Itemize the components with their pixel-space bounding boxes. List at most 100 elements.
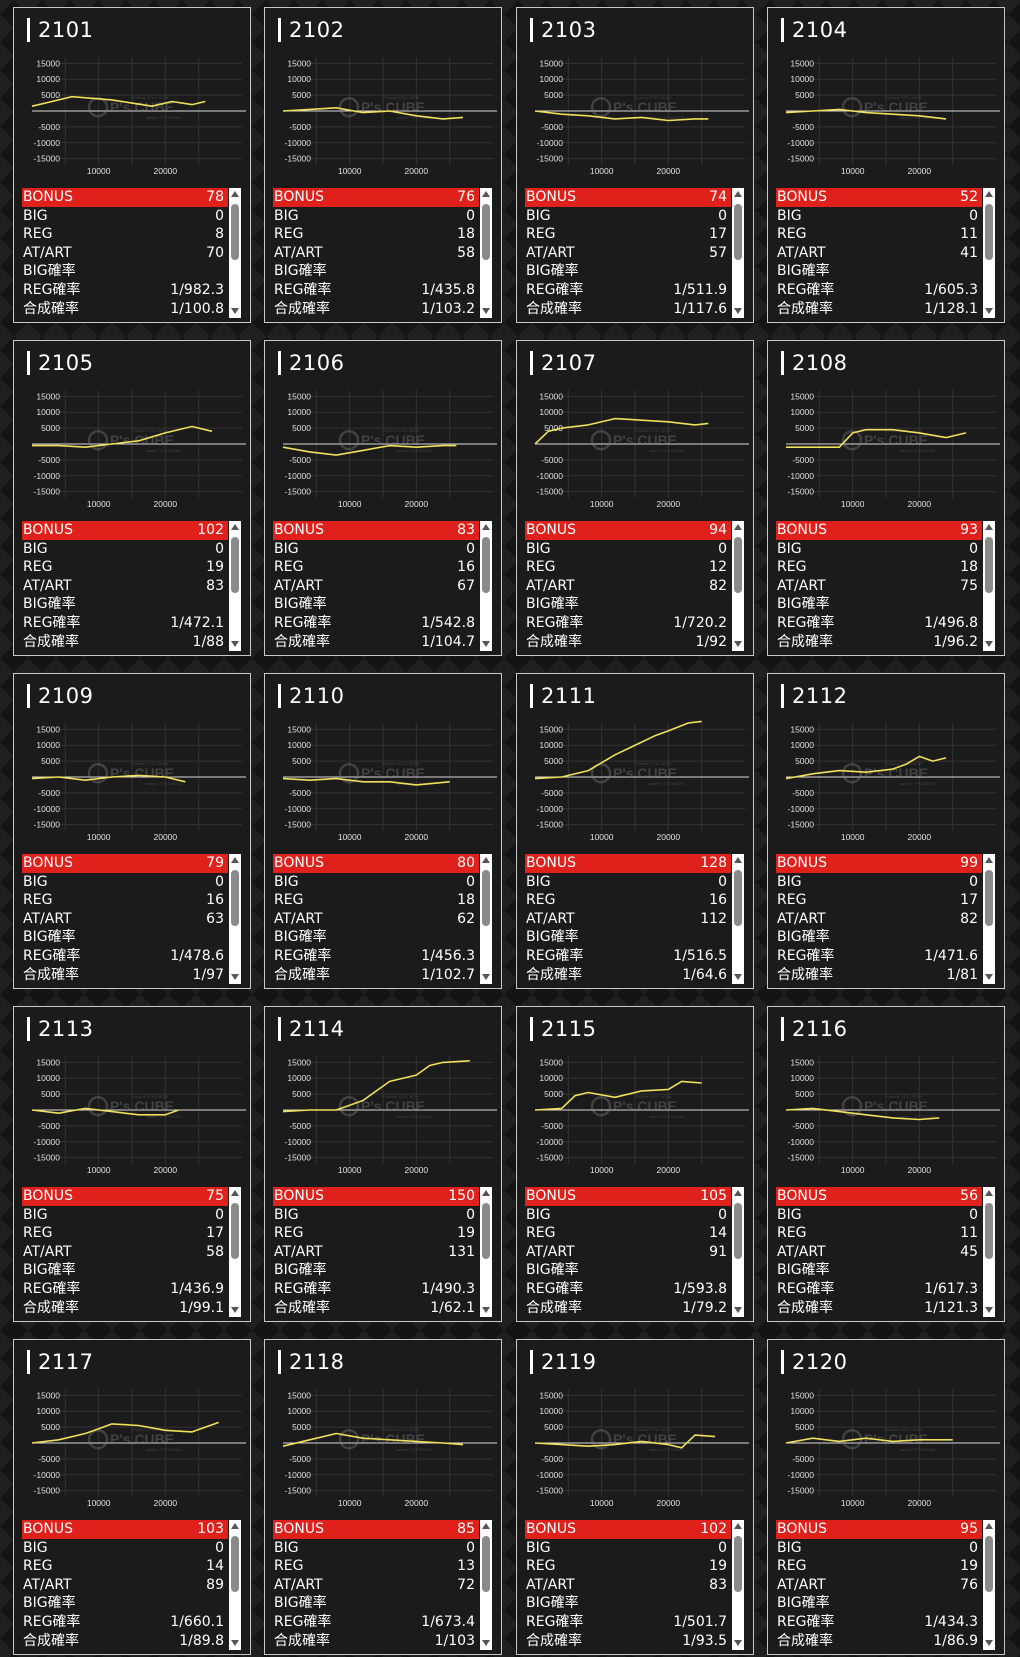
scroll-up-arrow-icon[interactable] [985,1523,993,1529]
scroll-up-arrow-icon[interactable] [231,1190,239,1196]
scroll-down-arrow-icon[interactable] [482,974,490,980]
stats-scrollbar[interactable] [732,1520,744,1650]
scroll-down-arrow-icon[interactable] [734,308,742,314]
scroll-down-arrow-icon[interactable] [231,1307,239,1313]
scroll-up-arrow-icon[interactable] [482,857,490,863]
scroll-up-arrow-icon[interactable] [231,524,239,530]
machine-card-2102[interactable]: 2102 P's CUBE Fortune STILL NOW salesトラベルN… [264,7,502,323]
stats-scrollbar[interactable] [983,521,995,651]
scroll-up-arrow-icon[interactable] [734,524,742,530]
machine-card-2106[interactable]: 2106 P's CUBE Fortune STILL NOW salesトラベルN… [264,340,502,656]
machine-card-2120[interactable]: 2120 P's CUBE Fortune STILL NOW salesトラベルN… [767,1339,1005,1655]
scroll-up-arrow-icon[interactable] [231,1523,239,1529]
machine-card-2101[interactable]: 2101 P's CUBE Fortune STILL NOW salesトラベルN… [13,7,251,323]
scroll-up-arrow-icon[interactable] [231,857,239,863]
stats-scrollbar[interactable] [983,1520,995,1650]
stats-scrollbar[interactable] [229,521,241,651]
stats-scrollbar[interactable] [732,854,744,984]
machine-card-2108[interactable]: 2108 P's CUBE Fortune STILL NOW salesトラベルN… [767,340,1005,656]
scroll-down-arrow-icon[interactable] [734,1307,742,1313]
machine-card-2104[interactable]: 2104 P's CUBE Fortune STILL NOW salesトラベルN… [767,7,1005,323]
stats-scrollbar[interactable] [480,521,492,651]
scroll-thumb[interactable] [734,204,742,260]
scroll-up-arrow-icon[interactable] [985,524,993,530]
scroll-thumb[interactable] [231,1203,239,1259]
scroll-down-arrow-icon[interactable] [734,641,742,647]
scroll-up-arrow-icon[interactable] [482,1523,490,1529]
scroll-down-arrow-icon[interactable] [231,641,239,647]
stats-scrollbar[interactable] [480,1187,492,1317]
scroll-up-arrow-icon[interactable] [482,524,490,530]
machine-card-2111[interactable]: 2111 P's CUBE Fortune STILL NOW salesトラベルN… [516,673,754,989]
machine-card-2103[interactable]: 2103 P's CUBE Fortune STILL NOW salesトラベルN… [516,7,754,323]
scroll-down-arrow-icon[interactable] [231,974,239,980]
scroll-thumb[interactable] [985,537,993,593]
machine-card-2107[interactable]: 2107 P's CUBE Fortune STILL NOW salesトラベルN… [516,340,754,656]
scroll-down-arrow-icon[interactable] [985,1307,993,1313]
stats-scrollbar[interactable] [732,188,744,318]
scroll-thumb[interactable] [985,870,993,926]
scroll-thumb[interactable] [985,1203,993,1259]
scroll-up-arrow-icon[interactable] [734,191,742,197]
scroll-down-arrow-icon[interactable] [734,974,742,980]
scroll-thumb[interactable] [482,204,490,260]
scroll-thumb[interactable] [231,537,239,593]
machine-card-2118[interactable]: 2118 P's CUBE Fortune STILL NOW salesトラベルN… [264,1339,502,1655]
machine-card-2116[interactable]: 2116 P's CUBE Fortune STILL NOW salesトラベルN… [767,1006,1005,1322]
scroll-thumb[interactable] [482,1203,490,1259]
stats-scrollbar[interactable] [229,1187,241,1317]
stats-scrollbar[interactable] [229,854,241,984]
machine-card-2115[interactable]: 2115 P's CUBE Fortune STILL NOW salesトラベルN… [516,1006,754,1322]
scroll-thumb[interactable] [734,537,742,593]
scroll-up-arrow-icon[interactable] [231,191,239,197]
stats-scrollbar[interactable] [732,521,744,651]
scroll-down-arrow-icon[interactable] [482,1640,490,1646]
scroll-down-arrow-icon[interactable] [231,1640,239,1646]
scroll-up-arrow-icon[interactable] [482,191,490,197]
scroll-down-arrow-icon[interactable] [985,974,993,980]
scroll-thumb[interactable] [231,204,239,260]
stats-scrollbar[interactable] [480,188,492,318]
scroll-up-arrow-icon[interactable] [985,191,993,197]
scroll-up-arrow-icon[interactable] [482,1190,490,1196]
stats-scrollbar[interactable] [480,1520,492,1650]
machine-card-2112[interactable]: 2112 P's CUBE Fortune STILL NOW salesトラベルN… [767,673,1005,989]
stats-scrollbar[interactable] [732,1187,744,1317]
scroll-up-arrow-icon[interactable] [734,1190,742,1196]
scroll-up-arrow-icon[interactable] [985,1190,993,1196]
scroll-down-arrow-icon[interactable] [985,308,993,314]
scroll-thumb[interactable] [231,870,239,926]
scroll-thumb[interactable] [985,204,993,260]
scroll-down-arrow-icon[interactable] [231,308,239,314]
stats-scrollbar[interactable] [983,854,995,984]
scroll-down-arrow-icon[interactable] [482,641,490,647]
machine-card-2117[interactable]: 2117 P's CUBE Fortune STILL NOW salesトラベルN… [13,1339,251,1655]
stats-scrollbar[interactable] [229,1520,241,1650]
scroll-up-arrow-icon[interactable] [985,857,993,863]
scroll-down-arrow-icon[interactable] [985,1640,993,1646]
scroll-thumb[interactable] [482,1536,490,1592]
scroll-down-arrow-icon[interactable] [482,1307,490,1313]
scroll-thumb[interactable] [985,1536,993,1592]
scroll-thumb[interactable] [734,1203,742,1259]
scroll-down-arrow-icon[interactable] [734,1640,742,1646]
scroll-down-arrow-icon[interactable] [482,308,490,314]
scroll-thumb[interactable] [734,1536,742,1592]
machine-card-2109[interactable]: 2109 P's CUBE Fortune STILL NOW salesトラベルN… [13,673,251,989]
scroll-thumb[interactable] [482,870,490,926]
stats-scrollbar[interactable] [480,854,492,984]
scroll-thumb[interactable] [482,537,490,593]
stats-scrollbar[interactable] [983,188,995,318]
scroll-thumb[interactable] [734,870,742,926]
machine-card-2114[interactable]: 2114 P's CUBE Fortune STILL NOW salesトラベルN… [264,1006,502,1322]
machine-card-2113[interactable]: 2113 P's CUBE Fortune STILL NOW salesトラベルN… [13,1006,251,1322]
machine-card-2110[interactable]: 2110 P's CUBE Fortune STILL NOW salesトラベルN… [264,673,502,989]
stats-scrollbar[interactable] [983,1187,995,1317]
scroll-up-arrow-icon[interactable] [734,1523,742,1529]
machine-card-2105[interactable]: 2105 P's CUBE Fortune STILL NOW salesトラベルN… [13,340,251,656]
scroll-up-arrow-icon[interactable] [734,857,742,863]
stats-scrollbar[interactable] [229,188,241,318]
machine-card-2119[interactable]: 2119 P's CUBE Fortune STILL NOW salesトラベルN… [516,1339,754,1655]
scroll-down-arrow-icon[interactable] [985,641,993,647]
scroll-thumb[interactable] [231,1536,239,1592]
